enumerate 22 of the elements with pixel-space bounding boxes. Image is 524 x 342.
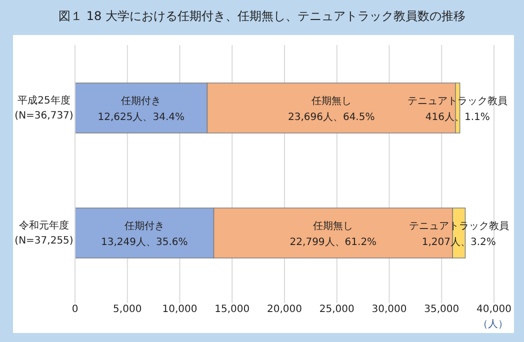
x-tick-label: 25,000 bbox=[319, 304, 354, 316]
y-tick-label: 令和元年度 (N=37,255) bbox=[14, 220, 74, 246]
text: 任期付き bbox=[124, 221, 164, 232]
x-axis-title: （人） bbox=[478, 318, 508, 331]
data-label: 23,696人、64.5% bbox=[288, 112, 375, 123]
series-label: 任期無し bbox=[310, 95, 352, 107]
data-label: 12,625人、34.4% bbox=[98, 112, 185, 123]
x-tick-label: 35,000 bbox=[424, 304, 460, 316]
x-tick-label: 15,000 bbox=[214, 304, 250, 316]
data-label: 416人、1.1% bbox=[425, 112, 490, 123]
x-tick-label: 0 bbox=[72, 304, 78, 316]
x-tick-label: 5,000 bbox=[113, 304, 142, 316]
x-tick-label: 30,000 bbox=[372, 304, 407, 316]
x-tick-label: 20,000 bbox=[267, 304, 302, 316]
text: 任期無し bbox=[313, 221, 354, 232]
series-label: 任期付き bbox=[120, 95, 162, 107]
data-label: 22,799人、61.2% bbox=[290, 237, 377, 248]
data-label: 13,249人、35.6% bbox=[101, 237, 188, 248]
x-tick-label: 10,000 bbox=[162, 304, 198, 316]
x-tick-label: 40,000 bbox=[476, 304, 512, 316]
chart-title: 図１ 18 大学における任期付き、任期無し、テニュアトラック教員数の推移 bbox=[58, 8, 466, 25]
y-tick-label: 平成25年度 (N=36,737) bbox=[14, 94, 74, 122]
